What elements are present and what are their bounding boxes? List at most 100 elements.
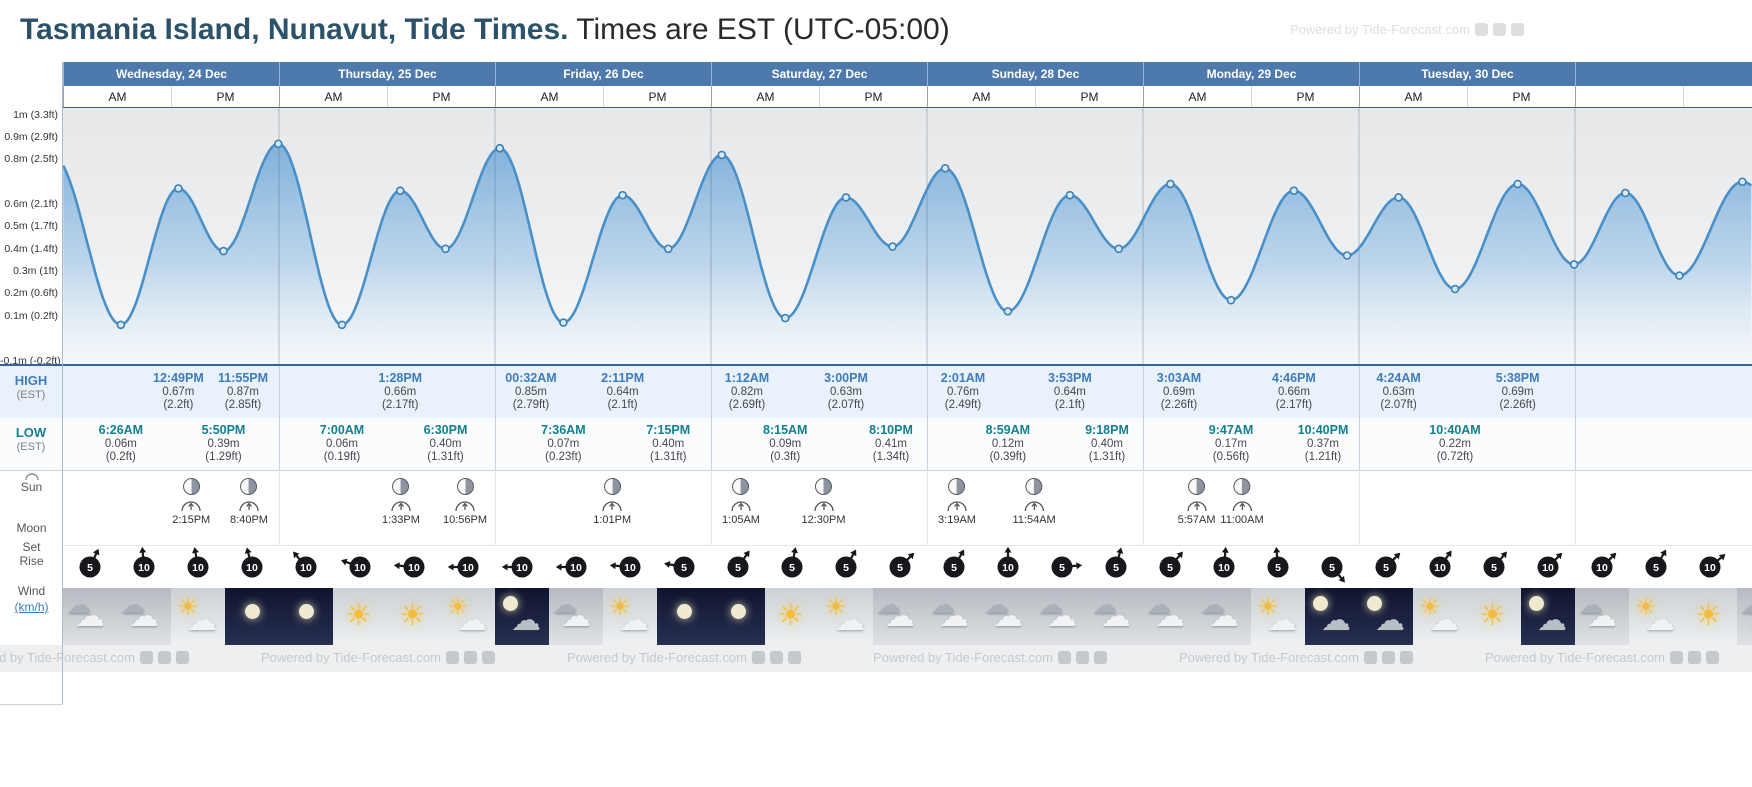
column-divider xyxy=(711,366,712,470)
sun-icon: ☀ xyxy=(447,594,469,621)
watermark-top: Powered by Tide-Forecast.com xyxy=(1290,22,1524,37)
ampm-label: AM xyxy=(1359,86,1467,107)
tide-height-m: 0.82m xyxy=(731,385,763,398)
weather-tile: ☁ xyxy=(1305,588,1359,645)
high-tide-row-label: HIGH (EST) xyxy=(0,373,62,403)
column-divider xyxy=(1575,366,1576,470)
tide-time: 3:03AM xyxy=(1156,371,1202,385)
tide-marker xyxy=(1621,188,1630,198)
moon-phase-icon xyxy=(732,478,750,495)
tide-marker xyxy=(337,320,347,330)
moon-time: 10:56PM xyxy=(442,514,488,526)
tide-time: 10:40AM xyxy=(1429,423,1481,437)
watermark-badge-icon xyxy=(445,651,459,664)
watermark-badge-icon xyxy=(1510,23,1524,36)
axis-label: 0.8m (2.5ft) xyxy=(4,153,58,166)
sun-icon: ☀ xyxy=(345,599,372,632)
weather-tile: ☀ xyxy=(765,588,819,645)
moon-phase-icon xyxy=(392,478,410,495)
watermark-badge-icon xyxy=(1687,651,1701,664)
watermark-text: Powered by Tide-Forecast.com xyxy=(1290,22,1470,37)
tide-height-ft: (2.26ft) xyxy=(1160,399,1198,411)
cloud-icon: ☁ xyxy=(1537,604,1567,637)
cloud-icon: ☁ xyxy=(1201,592,1225,619)
page-title: Tasmania Island, Nunavut, Tide Times. xyxy=(20,13,569,46)
wind-direction-icon: 5 xyxy=(943,549,965,578)
moon-event: 5:57AM xyxy=(1178,478,1216,526)
cloud-icon: ☁ xyxy=(1429,604,1459,637)
cloud-icon: ☁ xyxy=(931,592,955,619)
tide-height-m: 0.66m xyxy=(1277,385,1310,398)
high-tide-event: 12:49PM 0.67m (2.2ft) xyxy=(153,371,204,413)
day-header-cell: Tuesday, 30 Dec xyxy=(1359,62,1575,86)
svg-text:10: 10 xyxy=(624,562,636,574)
watermark-badge-icon xyxy=(751,651,765,664)
svg-text:10: 10 xyxy=(570,562,582,574)
moon-phase-icon xyxy=(815,478,832,495)
svg-text:10: 10 xyxy=(1704,562,1716,574)
tide-height-ft: (2.49ft) xyxy=(944,399,982,411)
tide-height-ft: (2.07ft) xyxy=(1380,399,1417,411)
wind-direction-icon: 5 xyxy=(781,547,803,578)
tide-height-ft: (2.2ft) xyxy=(163,399,194,411)
weather-tile xyxy=(225,588,279,645)
moon-icon xyxy=(1367,596,1382,611)
tide-marker xyxy=(1513,179,1522,189)
sidebar-label-sun: Sun xyxy=(20,480,43,494)
sun-icon: ☀ xyxy=(1479,599,1506,632)
sidebar-label-wind: Wind xyxy=(17,584,46,598)
moon-phase-icon xyxy=(1233,478,1251,495)
watermark-badge-icon xyxy=(481,651,495,664)
weather-tile xyxy=(711,588,765,645)
cloud-icon: ☁ xyxy=(1155,600,1185,633)
moon-phase-icon xyxy=(948,478,966,495)
high-tide-event: 11:55PM 0.87m (2.85ft) xyxy=(218,371,268,413)
tide-time: 4:24AM xyxy=(1376,371,1421,385)
sunrise-arc-icon xyxy=(0,471,63,484)
low-tide-event: 9:18PM 0.40m (1.31ft) xyxy=(1085,423,1129,465)
wind-direction-icon: 5 xyxy=(664,556,695,578)
weather-tile: ☀ xyxy=(1683,588,1737,645)
wind-direction-icon: 5 xyxy=(727,550,750,578)
tide-time: 7:00AM xyxy=(319,423,365,437)
watermark: Powered by Tide-Forecast.com xyxy=(261,650,495,665)
sidebar-label-rise: Rise xyxy=(19,554,44,568)
axis-label: 1m (3.3ft) xyxy=(13,108,58,121)
cloud-icon: ☁ xyxy=(129,600,159,633)
day-header-cell: Monday, 29 Dec xyxy=(1143,62,1359,86)
tide-time: 1:12AM xyxy=(724,371,770,385)
weather-tile: ☁☁ xyxy=(1737,588,1752,645)
moon-icon xyxy=(1529,596,1544,611)
wind-unit-link[interactable]: (km/h) xyxy=(14,600,49,614)
axis-label: 0.2m (0.6ft) xyxy=(4,287,58,300)
ampm-label: PM xyxy=(1467,86,1575,107)
high-tide-event: 2:01AM 0.76m (2.49ft) xyxy=(941,371,985,413)
svg-text:10: 10 xyxy=(1002,562,1014,574)
wind-direction-icon: 10 xyxy=(1213,546,1235,578)
day-header-cell xyxy=(1575,62,1752,86)
tide-marker xyxy=(663,244,673,254)
column-divider xyxy=(1359,470,1360,545)
ampm-label: AM xyxy=(927,86,1035,107)
tide-height-ft: (1.31ft) xyxy=(650,451,687,463)
watermark-badge-icon xyxy=(175,651,189,664)
moon-phase-icon xyxy=(1188,478,1206,495)
high-tide-event: 1:12AM 0.82m (2.69ft) xyxy=(724,371,770,413)
moon-event: 1:01PM xyxy=(593,478,631,526)
low-tide-event: 8:59AM 0.12m (0.39ft) xyxy=(986,423,1030,465)
sun-icon: ☀ xyxy=(777,599,804,632)
weather-tile: ☁☁ xyxy=(117,588,171,645)
svg-text:10: 10 xyxy=(354,562,366,574)
tide-marker xyxy=(116,320,126,330)
low-tide-event: 7:15PM 0.40m (1.31ft) xyxy=(646,423,690,465)
watermark-band: Powered by Tide-Forecast.com Powered by T… xyxy=(0,645,1752,672)
watermark-badge-icon xyxy=(157,651,171,664)
sidebar-label-set: Set xyxy=(22,540,41,554)
cloud-icon: ☁ xyxy=(985,592,1009,619)
cloud-icon: ☁ xyxy=(835,604,865,637)
weather-tile: ☁☁ xyxy=(873,588,927,645)
wind-direction-icon: 10 xyxy=(1699,554,1726,578)
low-tide-event: 8:15AM 0.09m (0.3ft) xyxy=(763,423,807,465)
weather-tile: ☁ xyxy=(1521,588,1575,645)
